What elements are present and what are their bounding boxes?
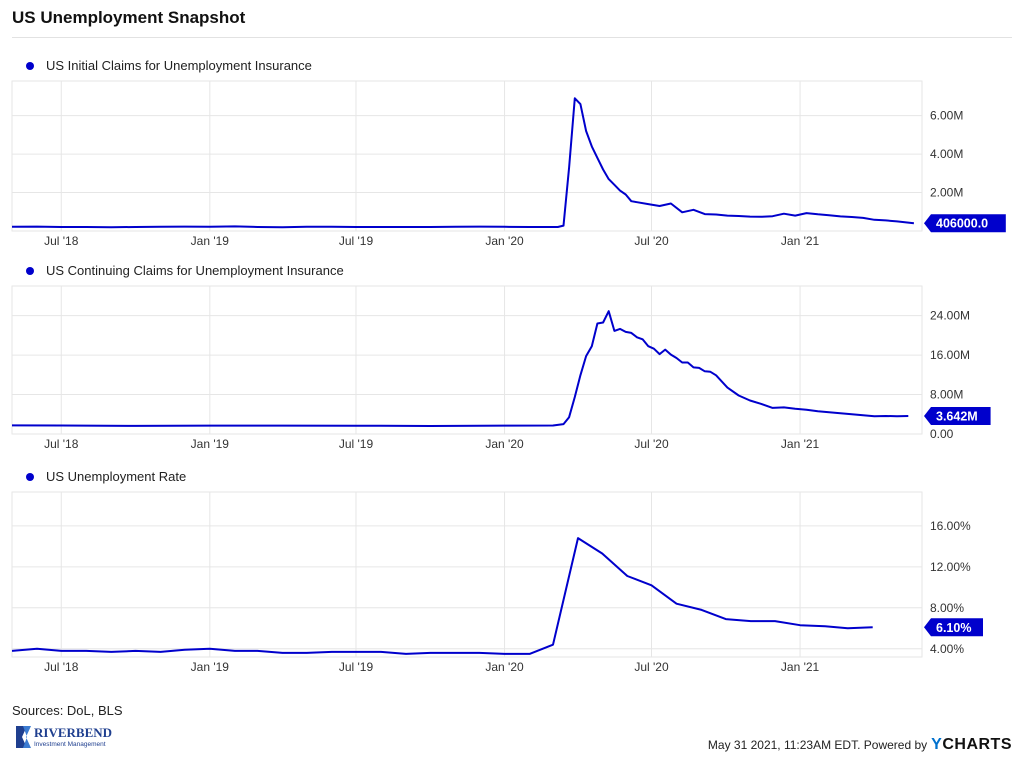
last-value-badge	[924, 214, 1006, 233]
riverbend-logo: RIVERBEND Investment Management	[16, 725, 112, 748]
x-tick-label: Jan '20	[485, 437, 524, 451]
plot-frame	[11, 80, 923, 232]
legend-dot	[26, 472, 34, 481]
last-value-badge	[924, 407, 991, 426]
x-tick-label: Jul '18	[44, 437, 79, 451]
logo-name: RIVERBEND	[34, 725, 112, 740]
last-value-label: 6.10%	[936, 621, 971, 635]
legend-dot	[26, 266, 34, 275]
y-tick-label: 2.00M	[930, 186, 963, 200]
legend-initial-claims: US Initial Claims for Unemployment Insur…	[26, 58, 312, 73]
legend-label: US Initial Claims for Unemployment Insur…	[46, 58, 312, 73]
timestamp: May 31 2021, 11:23AM EDT.	[707, 738, 861, 752]
x-tick-label: Jan '20	[485, 660, 524, 674]
y-tick-label: 8.00M	[930, 388, 963, 402]
legend-continuing-claims: US Continuing Claims for Unemployment In…	[26, 263, 344, 278]
legend-label: US Continuing Claims for Unemployment In…	[46, 263, 344, 278]
x-tick-label: Jan '20	[485, 234, 524, 248]
x-tick-label: Jan '21	[781, 660, 820, 674]
y-tick-label: 4.00M	[930, 147, 963, 161]
y-tick-label: 6.00M	[930, 109, 963, 123]
x-tick-label: Jul '20	[634, 437, 669, 451]
y-tick-label: 16.00%	[930, 519, 971, 533]
chart-title: US Unemployment Snapshot	[12, 8, 246, 27]
legend-dot	[26, 61, 34, 70]
x-tick-label: Jul '19	[339, 660, 374, 674]
x-tick-label: Jan '19	[191, 660, 230, 674]
x-tick-label: Jul '18	[44, 234, 79, 248]
x-tick-label: Jul '19	[339, 437, 374, 451]
powered-by: Powered by	[863, 738, 928, 752]
y-tick-label: 16.00M	[930, 348, 970, 362]
x-tick-label: Jan '21	[781, 437, 820, 451]
legend-label: US Unemployment Rate	[46, 469, 187, 484]
title-divider	[12, 37, 1012, 38]
continuing-claims-chart: Jul '18 Jan '19 Jul '19 Jan '20 Jul '20 Jan '…	[11, 285, 991, 451]
ycharts-rest: CHARTS	[942, 736, 1012, 753]
x-tick-label: Jul '19	[339, 234, 374, 248]
series-line	[11, 310, 909, 427]
y-tick-label: 24.00M	[930, 309, 970, 323]
series-line	[11, 537, 873, 655]
y-tick-label: 0.00	[930, 427, 954, 441]
ycharts-logo: YCHARTS	[931, 736, 1012, 754]
last-value-label: 406000.0	[936, 217, 988, 231]
y-tick-label: 8.00%	[930, 601, 964, 615]
last-value-label: 3.642M	[936, 410, 978, 424]
initial-claims-chart: Jul '18 Jan '19 Jul '19 Jan '20 Jul '20 Jan '…	[11, 80, 1006, 248]
unemployment-rate-chart: Jul '18 Jan '19 Jul '19 Jan '20 Jul '20 Jan '…	[11, 491, 983, 674]
x-tick-label: Jan '19	[191, 437, 230, 451]
x-tick-label: Jul '20	[634, 660, 669, 674]
plot-frame	[11, 285, 923, 435]
ycharts-y: Y	[931, 736, 943, 753]
sources-note: Sources: DoL, BLS	[12, 703, 123, 718]
y-tick-label: 4.00%	[930, 642, 964, 656]
plot-frame	[11, 491, 923, 658]
x-tick-label: Jan '19	[191, 234, 230, 248]
footer: May 31 2021, 11:23AM EDT. Powered by YCH…	[708, 736, 1012, 754]
logo-sub: Investment Management	[34, 741, 106, 748]
x-tick-label: Jan '21	[781, 234, 820, 248]
legend-unemployment-rate: US Unemployment Rate	[26, 469, 186, 484]
y-tick-label: 12.00%	[930, 560, 971, 574]
x-tick-label: Jul '18	[44, 660, 79, 674]
last-value-badge	[924, 618, 983, 637]
x-tick-label: Jul '20	[634, 234, 669, 248]
series-line	[11, 97, 915, 229]
